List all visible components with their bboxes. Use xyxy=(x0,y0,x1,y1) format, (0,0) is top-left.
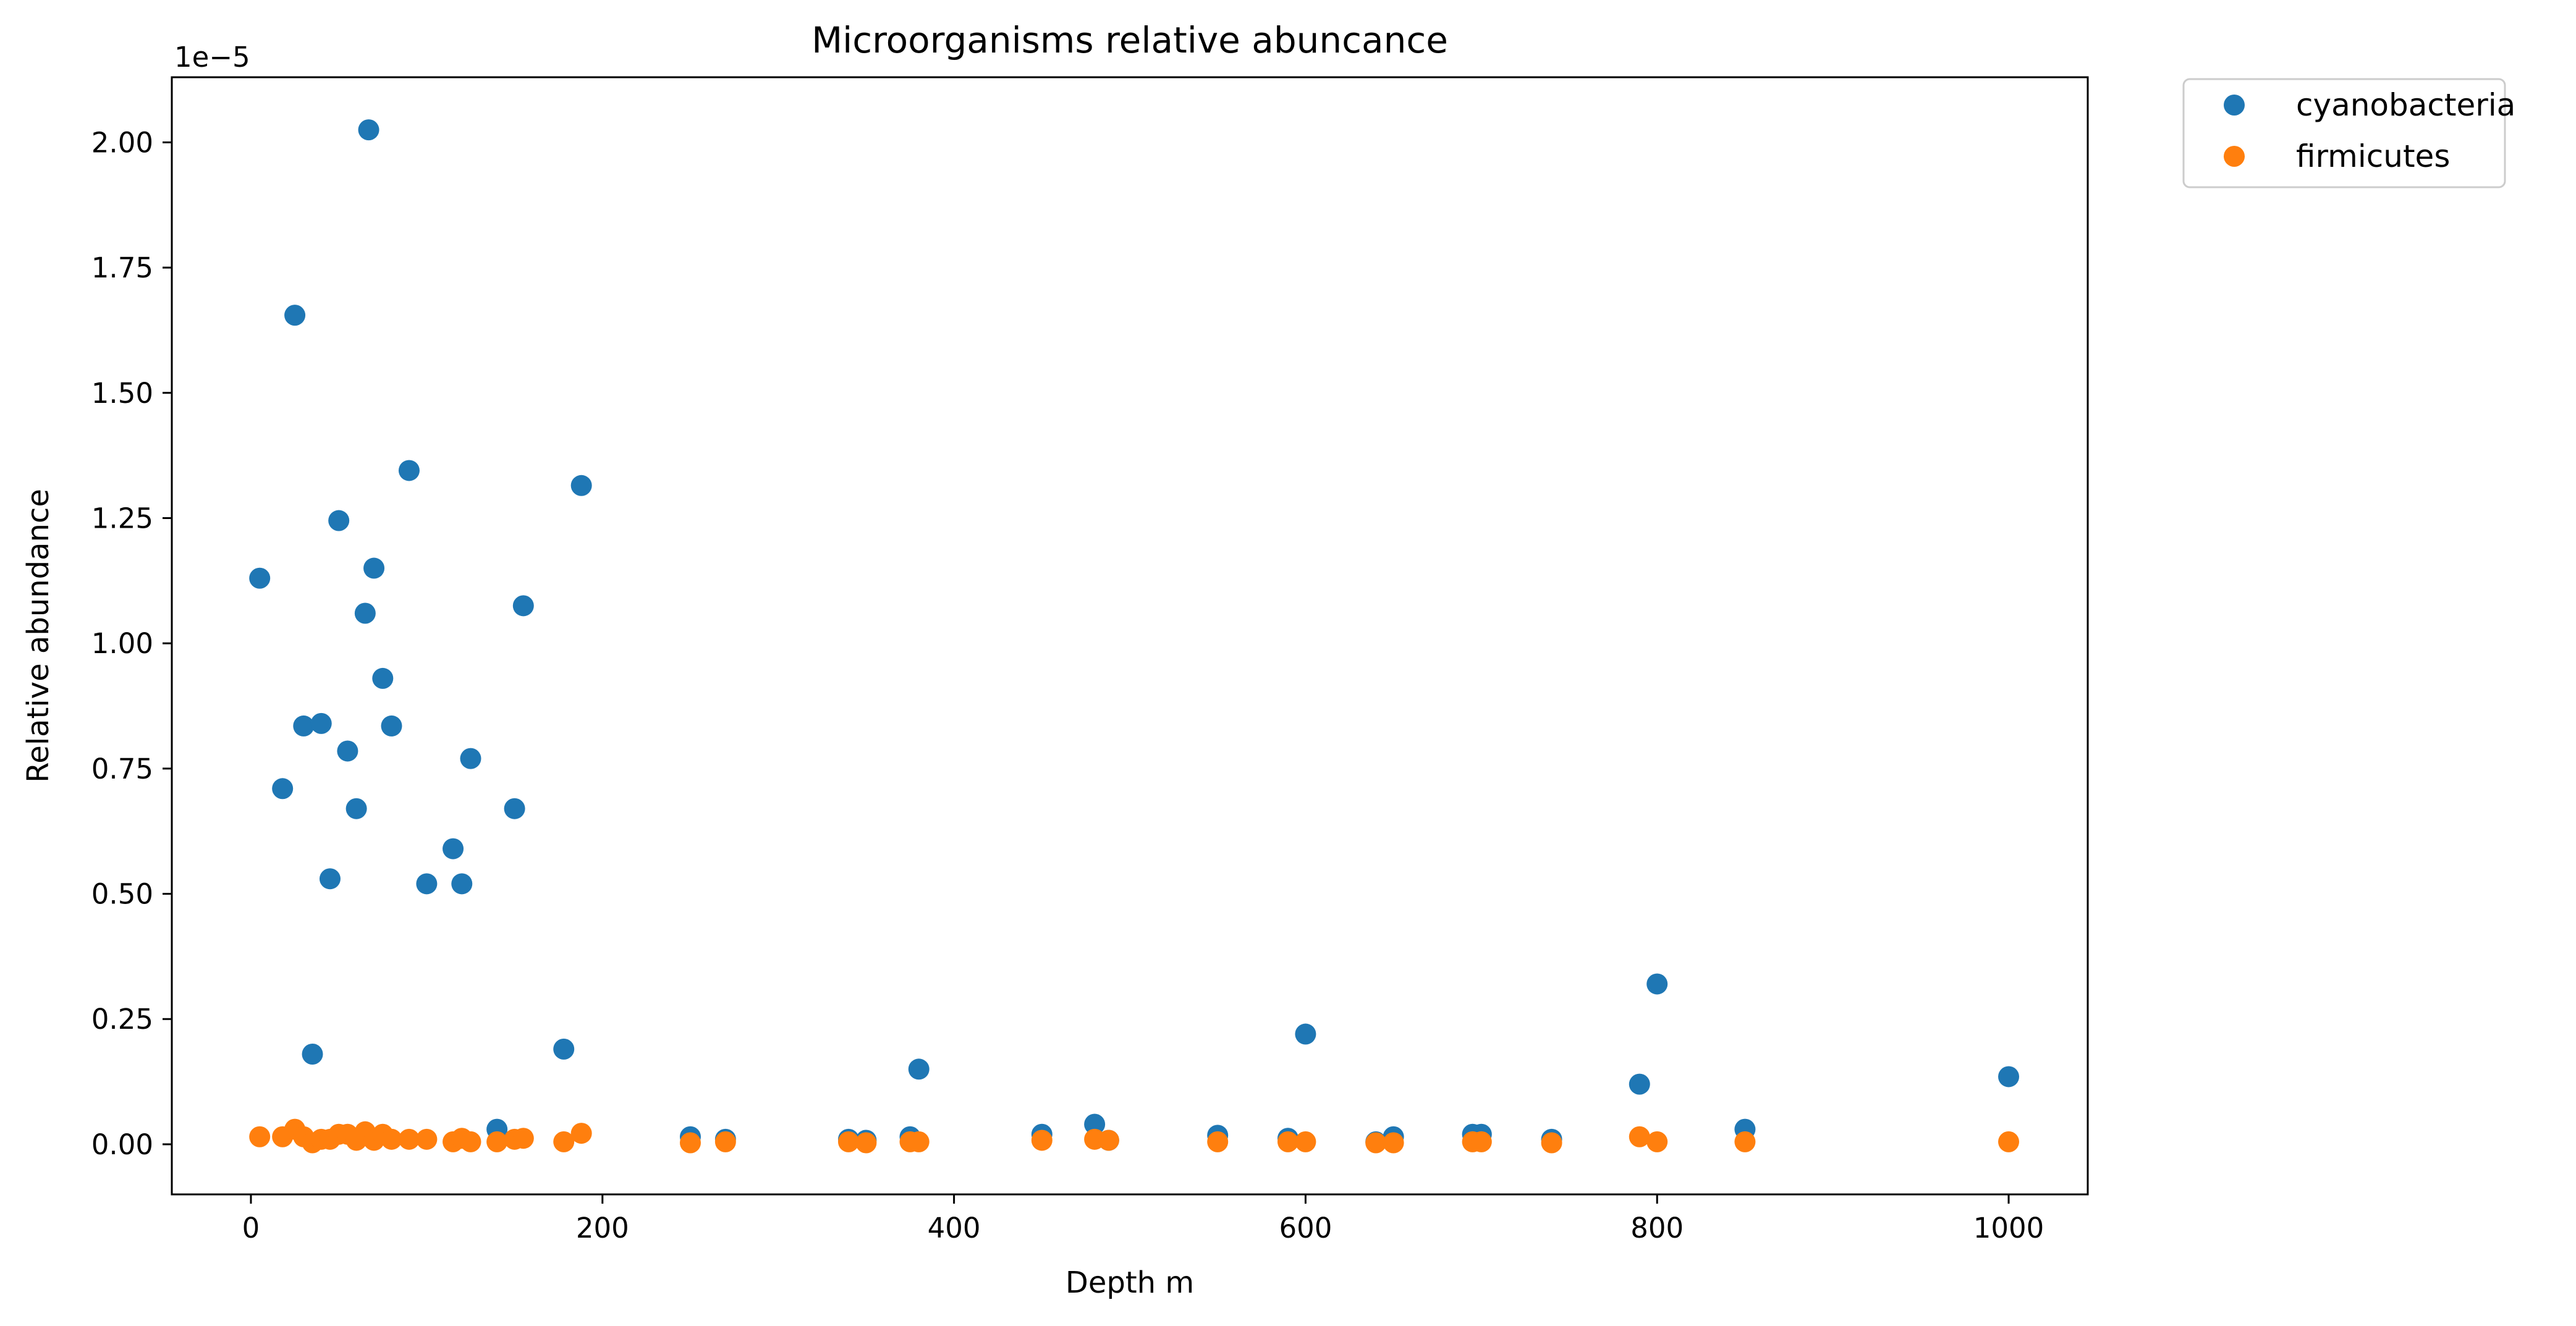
y-tick-label: 1.50 xyxy=(91,377,153,410)
data-point-firmicutes xyxy=(381,1128,402,1150)
data-point-cyanobacteria xyxy=(398,460,420,481)
legend-label-cyanobacteria: cyanobacteria xyxy=(2296,87,2515,123)
data-point-firmicutes xyxy=(416,1128,438,1150)
data-point-firmicutes xyxy=(1541,1132,1562,1154)
data-point-firmicutes xyxy=(714,1131,736,1152)
y-axis: 0.00 0.25 0.50 0.75 1.00 1.25 1.50 1.75 2.00 xyxy=(91,126,172,1161)
y-tick-label: 1.75 xyxy=(91,251,153,284)
data-point-firmicutes xyxy=(398,1128,420,1150)
data-point-cyanobacteria xyxy=(272,778,294,800)
x-tick-label: 600 xyxy=(1279,1212,1332,1244)
data-point-cyanobacteria xyxy=(553,1038,575,1060)
data-point-cyanobacteria xyxy=(293,715,315,737)
y-tick-label: 0.50 xyxy=(91,878,153,911)
data-point-cyanobacteria xyxy=(1646,973,1668,995)
data-point-cyanobacteria xyxy=(460,748,481,769)
data-point-firmicutes xyxy=(1470,1131,1492,1152)
y-tick-label: 0.75 xyxy=(91,753,153,785)
legend-marker-cyanobacteria xyxy=(2224,95,2245,116)
y-tick-label: 0.00 xyxy=(91,1128,153,1161)
data-point-cyanobacteria xyxy=(358,119,379,141)
data-point-firmicutes xyxy=(1295,1131,1316,1152)
data-point-firmicutes xyxy=(1207,1131,1229,1152)
data-point-firmicutes xyxy=(1629,1126,1650,1147)
x-axis-label: Depth m xyxy=(1066,1265,1194,1300)
data-point-cyanobacteria xyxy=(354,602,376,624)
data-point-firmicutes xyxy=(1383,1132,1404,1154)
data-point-firmicutes xyxy=(249,1126,271,1147)
x-tick-label: 0 xyxy=(242,1212,260,1244)
data-point-firmicutes xyxy=(855,1132,877,1154)
data-point-cyanobacteria xyxy=(443,838,464,859)
x-tick-label: 200 xyxy=(576,1212,629,1244)
data-point-cyanobacteria xyxy=(328,510,350,531)
data-point-cyanobacteria xyxy=(512,595,534,617)
data-point-firmicutes xyxy=(908,1131,930,1152)
data-point-cyanobacteria xyxy=(363,557,385,579)
legend-frame xyxy=(2182,78,2506,188)
data-point-firmicutes xyxy=(460,1131,481,1152)
x-tick-label: 1000 xyxy=(1973,1212,2044,1244)
series-firmicutes xyxy=(249,1118,2020,1154)
data-point-cyanobacteria xyxy=(1084,1113,1106,1135)
x-tick-label: 800 xyxy=(1630,1212,1684,1244)
data-point-firmicutes xyxy=(512,1128,534,1149)
y-axis-label: Relative abundance xyxy=(21,489,56,783)
data-point-cyanobacteria xyxy=(1295,1023,1316,1045)
legend: cyanobacteria firmicutes xyxy=(2182,78,2515,188)
x-tick-label: 400 xyxy=(928,1212,981,1244)
data-point-cyanobacteria xyxy=(337,740,358,762)
data-point-cyanobacteria xyxy=(284,305,306,326)
data-point-cyanobacteria xyxy=(345,798,367,819)
y-tick-label: 1.25 xyxy=(91,502,153,534)
data-point-cyanobacteria xyxy=(249,567,271,589)
y-tick-label: 1.00 xyxy=(91,627,153,660)
data-point-firmicutes xyxy=(1277,1131,1299,1152)
y-tick-label: 0.25 xyxy=(91,1003,153,1036)
data-point-cyanobacteria xyxy=(1629,1073,1650,1095)
plot-frame xyxy=(171,76,2089,1196)
y-offset-label: 1e−5 xyxy=(174,41,250,74)
data-point-firmicutes xyxy=(553,1131,575,1152)
data-point-firmicutes xyxy=(837,1131,859,1152)
data-point-cyanobacteria xyxy=(451,873,473,895)
chart-title: Microorganisms relative abuncance xyxy=(811,19,1448,61)
data-point-firmicutes xyxy=(1998,1131,2020,1152)
data-point-cyanobacteria xyxy=(302,1043,323,1065)
data-point-cyanobacteria xyxy=(372,667,394,689)
data-point-firmicutes xyxy=(1734,1131,1756,1152)
data-point-firmicutes xyxy=(1098,1130,1119,1151)
data-point-cyanobacteria xyxy=(319,868,341,890)
data-point-firmicutes xyxy=(679,1132,701,1154)
data-point-firmicutes xyxy=(486,1131,508,1152)
y-tick-label: 2.00 xyxy=(91,126,153,159)
legend-label-firmicutes: firmicutes xyxy=(2296,138,2450,174)
data-point-firmicutes xyxy=(1646,1131,1668,1152)
data-point-cyanobacteria xyxy=(310,712,332,734)
plot-area: 0 200 400 600 800 1000 0.00 0.25 0.50 0.75 1.00 1.… xyxy=(91,76,2089,1244)
x-axis: 0 200 400 600 800 1000 xyxy=(242,1194,2044,1244)
data-point-firmicutes xyxy=(1031,1130,1053,1151)
data-point-firmicutes xyxy=(570,1123,592,1144)
legend-marker-firmicutes xyxy=(2224,146,2245,167)
data-point-cyanobacteria xyxy=(908,1058,930,1080)
data-point-cyanobacteria xyxy=(416,873,438,895)
data-point-cyanobacteria xyxy=(381,715,402,737)
data-point-firmicutes xyxy=(1365,1132,1387,1154)
data-point-cyanobacteria xyxy=(504,798,525,819)
data-point-cyanobacteria xyxy=(570,475,592,496)
data-point-cyanobacteria xyxy=(1998,1066,2020,1087)
data-points xyxy=(249,119,2020,1154)
